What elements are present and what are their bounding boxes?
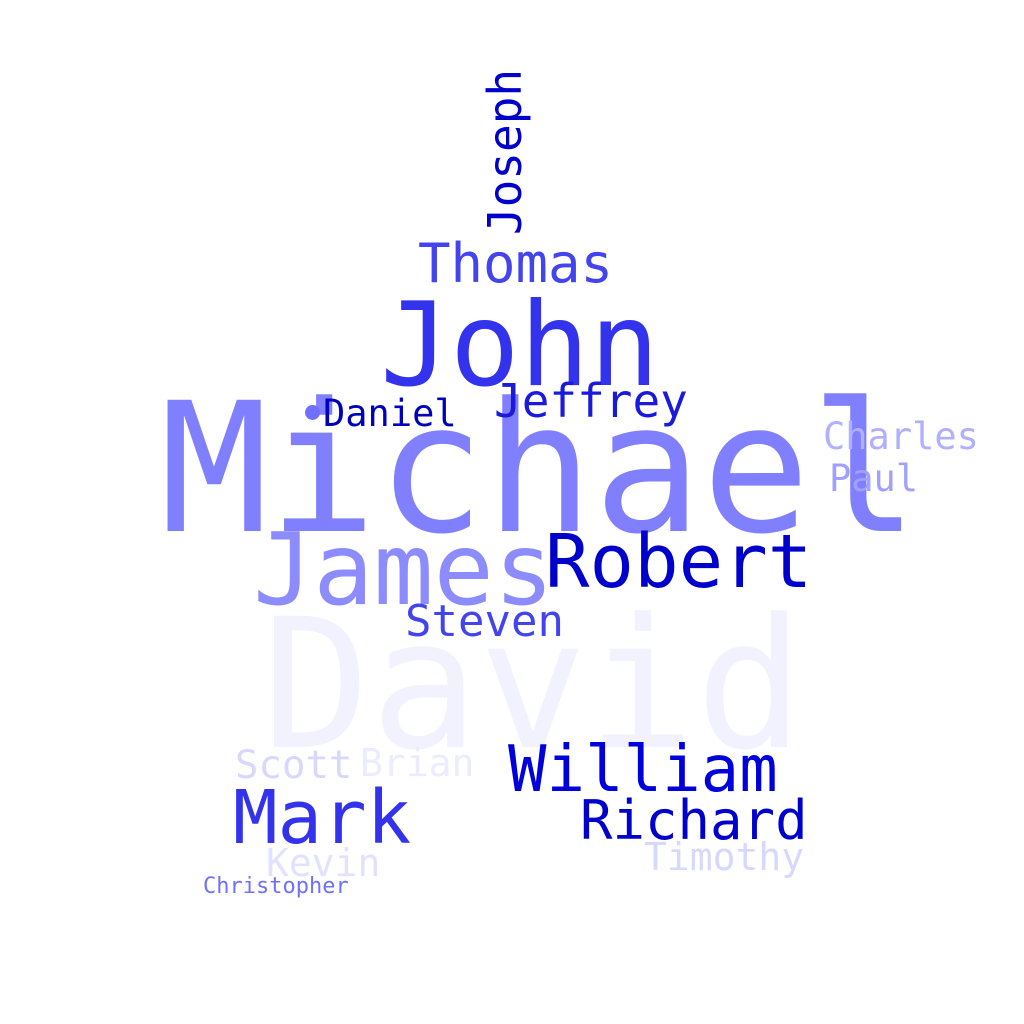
word-kevin: Kevin xyxy=(266,841,381,885)
word-michael: Michael xyxy=(160,365,919,574)
word-scott: Scott xyxy=(235,743,353,788)
word-charles: Charles xyxy=(823,415,979,458)
word-timothy: Timothy xyxy=(644,835,805,879)
word-richard: Richard xyxy=(580,789,808,852)
word-paul: Paul xyxy=(829,457,919,500)
word-william: William xyxy=(508,733,778,807)
word-david: David xyxy=(262,581,804,790)
word-christopher: Christopher xyxy=(203,874,349,899)
word-joseph: Joseph xyxy=(478,68,532,236)
word-john: John xyxy=(380,278,660,413)
word-james: James xyxy=(253,511,555,628)
word-jeffrey: Jeffrey xyxy=(494,374,688,428)
word-robert: Robert xyxy=(545,519,813,605)
word-mark: Mark xyxy=(233,775,412,861)
word-steven: Steven xyxy=(405,596,564,647)
word-brian: Brian xyxy=(360,741,475,785)
bullet-dot xyxy=(305,405,320,420)
word-daniel: Daniel xyxy=(323,392,457,435)
word-thomas: Thomas xyxy=(418,232,614,295)
